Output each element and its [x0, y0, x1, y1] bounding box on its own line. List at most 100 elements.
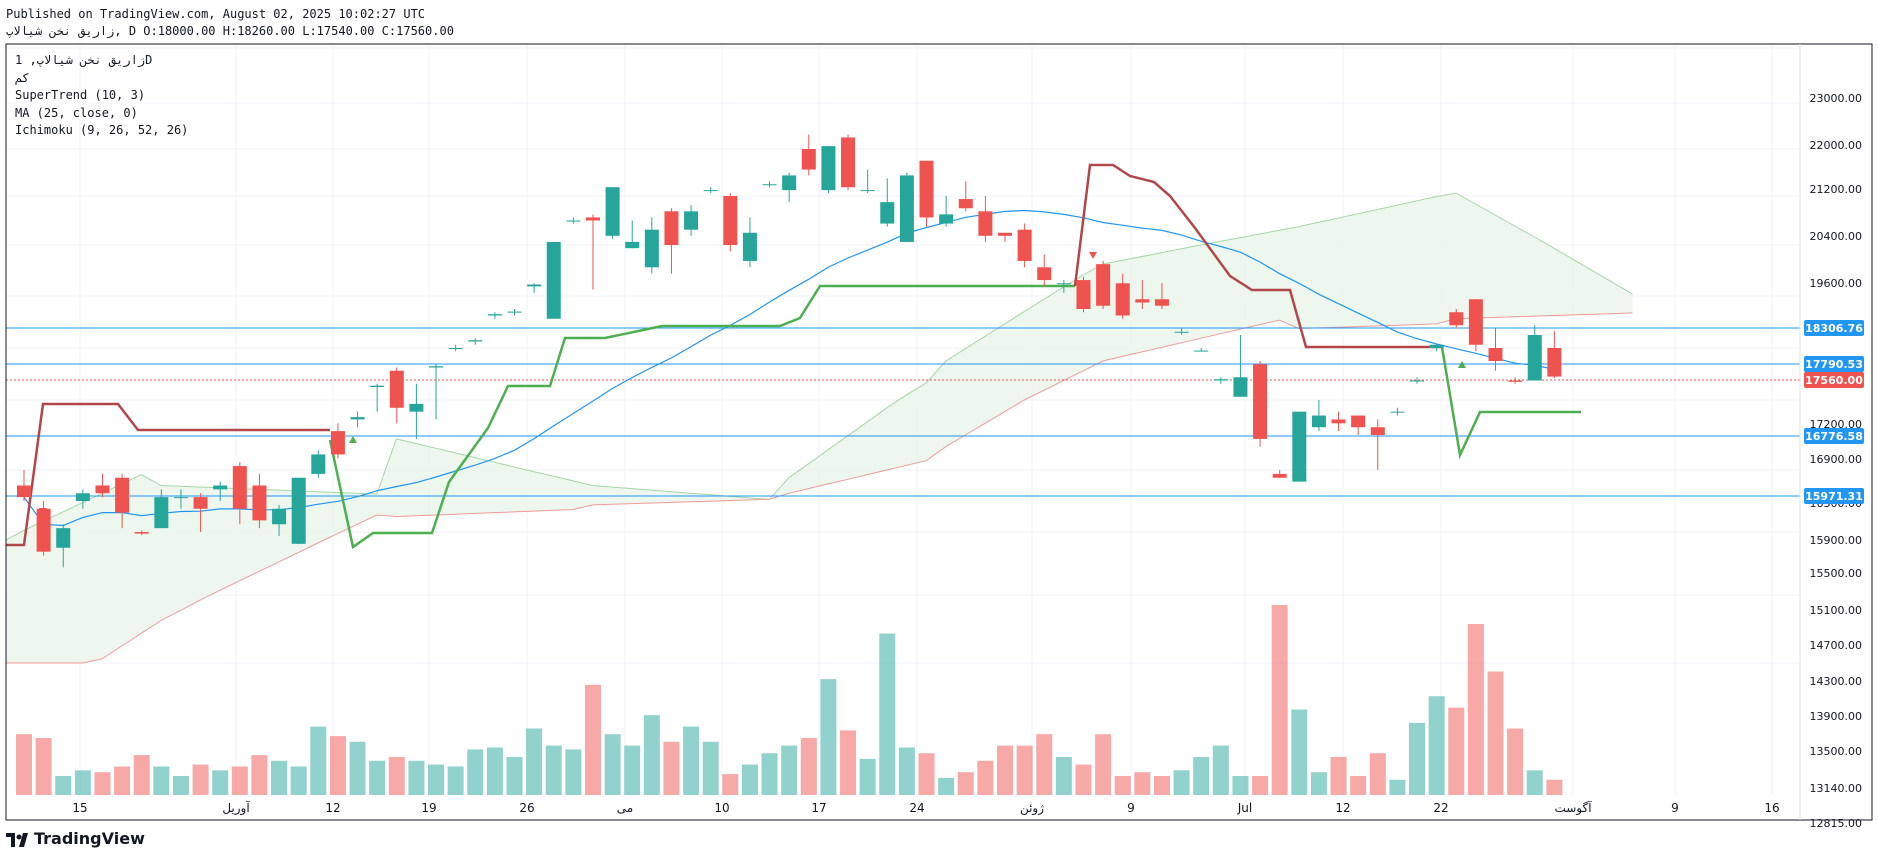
volume-bar	[153, 766, 170, 795]
candle-body	[939, 214, 954, 224]
volume-bar	[1369, 753, 1386, 795]
candle-body	[1115, 283, 1130, 316]
volume-bar	[486, 747, 503, 795]
volume-bar	[192, 764, 209, 795]
candle	[1096, 260, 1111, 309]
time-tick-label: 24	[909, 801, 924, 815]
candle-body	[330, 431, 345, 455]
legend-exchange: كم	[15, 70, 30, 85]
volume-bar	[1114, 776, 1131, 795]
volume-bar	[467, 749, 484, 795]
volume-bar	[388, 757, 405, 795]
volume-bar	[800, 738, 817, 795]
candle	[95, 473, 110, 498]
candle-body	[95, 485, 110, 494]
time-tick-label: 12	[325, 801, 340, 815]
price-tick-label: 15900.00	[1810, 534, 1863, 547]
candle	[389, 367, 404, 424]
candle-body	[684, 211, 699, 230]
candle	[1233, 335, 1248, 397]
candle	[1194, 348, 1209, 352]
volume-bar	[584, 684, 601, 795]
candle-body	[1096, 264, 1111, 306]
candle	[134, 530, 149, 536]
legend-ma[interactable]: MA (25, close, 0)	[15, 105, 138, 120]
chart-header: Published on TradingView.com, August 02,…	[6, 6, 454, 40]
price-level-badge	[1804, 372, 1864, 388]
candle	[350, 411, 365, 428]
candle	[958, 181, 973, 212]
volume-bar	[1389, 779, 1406, 795]
candle	[998, 232, 1012, 242]
ohlc-line: زاريق نخن شيالاپ, D O:18000.00 H:18260.0…	[6, 24, 454, 38]
candle	[880, 178, 895, 227]
volume-bar	[898, 747, 915, 795]
price-level-value: 17560.00	[1805, 374, 1863, 387]
ichimoku-cloud	[5, 192, 1633, 664]
volume-bars	[16, 605, 1563, 795]
tradingview-logo-text: TradingView	[34, 829, 145, 848]
volume-bar	[957, 772, 974, 795]
volume-bar	[1153, 776, 1170, 795]
candle-body	[919, 160, 934, 218]
legend-ichimoku[interactable]: Ichimoku (9, 26, 52, 26)	[15, 123, 189, 137]
volume-bar	[879, 633, 896, 795]
time-tick-label: مى	[617, 801, 633, 815]
time-tick-label: 9	[1671, 801, 1679, 815]
volume-bar	[702, 741, 719, 795]
candle	[252, 473, 267, 529]
legend-supertrend[interactable]: SuperTrend (10, 3)	[15, 88, 146, 102]
volume-bar	[1546, 779, 1563, 795]
price-level-value: 18306.76	[1805, 322, 1863, 335]
candles	[17, 134, 1562, 568]
price-level-label: 15971.31	[1804, 488, 1864, 504]
price-level-badge	[1804, 356, 1864, 372]
legend-symbol[interactable]: زاريق نخن شيالاپ, 1D	[15, 53, 153, 67]
volume-bar	[1330, 757, 1347, 795]
candle	[919, 160, 934, 227]
volume-bar	[1507, 728, 1524, 795]
volume-bar	[1193, 757, 1210, 795]
candle	[1056, 280, 1071, 293]
supertrend-signals	[39, 252, 1466, 515]
time-axis[interactable]: 15 آوریل 12 19 26 مى 10 17 24 ژوئن 9 Jul 12 22 آگوست 9 1…	[72, 800, 1779, 816]
candle-body	[1272, 473, 1287, 478]
candle	[899, 172, 914, 242]
candle-body	[625, 241, 640, 249]
price-tick-label: 19600.00	[1810, 277, 1863, 290]
tradingview-logo[interactable]: TradingView	[6, 829, 145, 848]
candle	[272, 504, 287, 536]
candle	[1311, 400, 1326, 432]
volume-bar	[74, 770, 91, 795]
candle-body	[468, 340, 483, 342]
volume-bar	[1526, 770, 1543, 795]
candle-body	[1233, 377, 1248, 397]
candle-body	[350, 417, 365, 420]
candle	[1272, 470, 1287, 478]
candle-body	[566, 220, 581, 222]
candle	[1390, 407, 1405, 416]
candle-body	[1292, 411, 1307, 482]
candle	[448, 344, 463, 352]
price-tick-label: 14700.00	[1810, 639, 1863, 652]
candle	[75, 489, 90, 509]
candle-body	[1154, 299, 1169, 306]
candle-body	[1390, 411, 1405, 413]
signal-arrow-down	[1089, 252, 1097, 259]
candle	[1292, 411, 1307, 482]
candle-body	[1076, 280, 1091, 309]
candle	[1174, 328, 1189, 335]
candle	[1135, 280, 1150, 309]
price-level-badge	[1804, 428, 1864, 444]
candle-body	[1037, 267, 1052, 281]
candle	[429, 364, 444, 420]
candle-body	[448, 348, 463, 349]
candle	[1076, 276, 1091, 313]
candle-body	[1174, 331, 1189, 333]
supertrend-up-1	[328, 284, 1075, 550]
volume-bar	[643, 715, 660, 795]
price-tick-label: 15500.00	[1810, 567, 1863, 580]
volume-bar	[428, 764, 445, 795]
price-axis[interactable]: 23000.00 22000.00 21200.00 20400.00 19600.00…	[1810, 92, 1863, 830]
